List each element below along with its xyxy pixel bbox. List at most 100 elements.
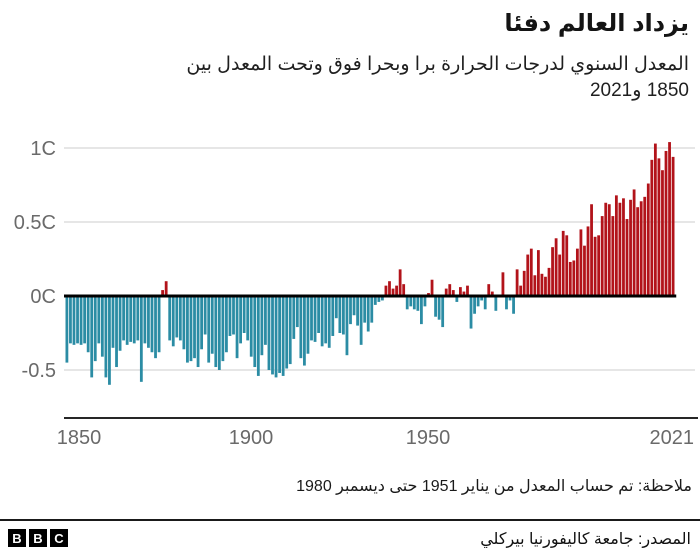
bbc-logo-block-c: C [50, 529, 68, 547]
bar-2003 [607, 204, 611, 296]
x-tick-2021: 2021 [650, 427, 695, 449]
bar-1964 [469, 296, 473, 329]
bar-1940 [384, 285, 388, 296]
bar-1945 [402, 284, 406, 296]
bar-1852 [72, 296, 76, 345]
bar-1967 [480, 296, 484, 301]
bar-1961 [458, 287, 462, 296]
bar-1949 [416, 296, 420, 311]
bar-1980 [526, 254, 530, 296]
bar-1881 [175, 296, 179, 338]
bar-1907 [267, 296, 271, 370]
bar-1918 [306, 296, 310, 354]
bar-1959 [451, 290, 455, 296]
bar-1867 [125, 296, 129, 345]
source-credit: المصدر: جامعة كاليفورنيا بيركلي [480, 531, 691, 548]
bar-1861 [104, 296, 108, 378]
bar-1898 [235, 296, 239, 359]
bar-1951 [423, 296, 427, 307]
bar-1958 [448, 284, 452, 296]
bar-1953 [430, 279, 434, 296]
bar-1928 [342, 296, 345, 335]
bar-1942 [391, 288, 395, 296]
bar-1988 [554, 238, 558, 296]
bar-1910 [278, 296, 281, 373]
y-axis-labels: 1C 0.5C 0C -0.5 [14, 138, 56, 382]
bar-1889 [203, 296, 207, 335]
bar-2008 [625, 219, 629, 296]
bar-1869 [132, 296, 136, 344]
bar-1969 [487, 284, 491, 296]
bar-1923 [324, 296, 328, 344]
bar-1919 [310, 296, 313, 341]
bar-1859 [97, 296, 101, 344]
bar-1925 [331, 296, 335, 336]
bar-2011 [636, 207, 640, 296]
bar-2005 [614, 195, 618, 296]
bar-1979 [522, 270, 526, 296]
chart-title: يزداد العالم دفئا [504, 10, 689, 37]
bar-2002 [604, 202, 608, 296]
bbc-logo-block-b2: B [29, 529, 47, 547]
bar-1931 [352, 296, 356, 316]
bar-1957 [444, 288, 448, 296]
bar-1933 [359, 296, 363, 345]
bar-1888 [200, 296, 204, 350]
bar-1943 [395, 285, 398, 296]
bar-1870 [136, 296, 140, 341]
bar-1937 [373, 296, 377, 305]
bar-1882 [178, 296, 182, 341]
bar-1930 [349, 296, 352, 325]
bar-1992 [568, 261, 572, 296]
bar-1998 [590, 204, 593, 296]
bar-1866 [122, 296, 126, 341]
bar-1938 [377, 296, 381, 302]
bar-1999 [593, 236, 597, 296]
x-tick-1900: 1900 [229, 427, 274, 449]
bbc-logo-block-b1: B [8, 529, 26, 547]
bar-1886 [193, 296, 196, 359]
bar-1956 [441, 296, 445, 328]
y-tick--0.5: -0.5 [22, 360, 56, 382]
bar-1984 [540, 273, 544, 296]
bar-1916 [299, 296, 303, 359]
bar-1872 [143, 296, 147, 344]
bar-1974 [505, 296, 508, 310]
bar-1960 [455, 296, 459, 302]
bar-2020 [668, 142, 671, 296]
bar-1902 [249, 296, 253, 357]
bar-1877 [161, 290, 165, 296]
bar-1855 [83, 296, 87, 344]
bar-1971 [494, 296, 498, 311]
bar-1965 [473, 296, 476, 314]
bar-1864 [115, 296, 118, 368]
bar-1983 [536, 250, 540, 296]
bar-1915 [295, 296, 299, 328]
bar-1900 [242, 296, 246, 333]
bar-1970 [490, 291, 494, 296]
bar-1858 [93, 296, 97, 362]
bar-1941 [388, 281, 391, 296]
anomaly-bars [65, 142, 675, 385]
bar-2014 [646, 183, 650, 296]
bar-2018 [661, 170, 664, 296]
bar-2021 [671, 156, 675, 296]
bar-1966 [476, 296, 480, 307]
bar-1856 [86, 296, 90, 353]
bar-1990 [561, 230, 565, 296]
bar-1903 [253, 296, 257, 368]
bar-1896 [228, 296, 232, 336]
bar-1875 [154, 296, 157, 359]
bar-2001 [600, 216, 604, 296]
bar-1908 [271, 296, 274, 375]
bar-1892 [214, 296, 218, 368]
bar-1901 [246, 296, 250, 341]
bar-2019 [664, 150, 668, 296]
bar-1885 [189, 296, 193, 362]
bar-1893 [217, 296, 221, 370]
bar-1947 [409, 296, 413, 307]
x-tick-1950: 1950 [406, 427, 451, 449]
bar-1954 [434, 296, 437, 317]
bar-1891 [210, 296, 214, 354]
